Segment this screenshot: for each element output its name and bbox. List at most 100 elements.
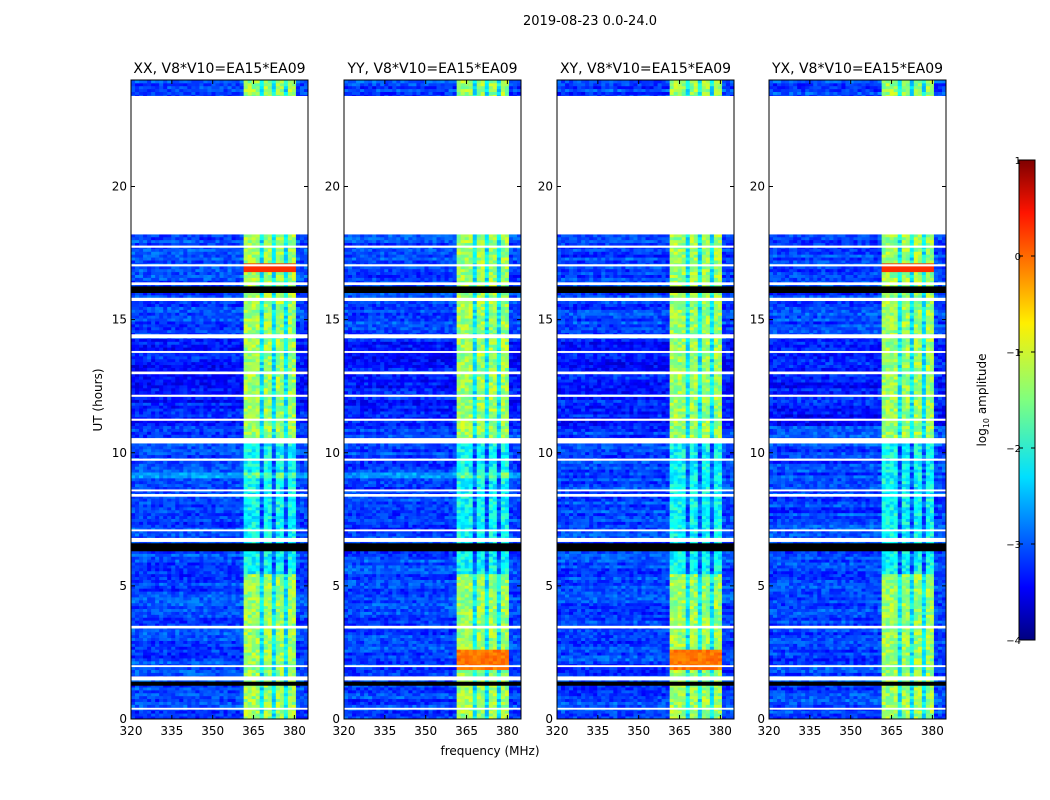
x-axis-label: frequency (MHz) bbox=[440, 744, 539, 758]
x-tick-label: 365 bbox=[455, 724, 478, 738]
x-tick-label: 380 bbox=[496, 724, 519, 738]
flagged-row bbox=[769, 543, 946, 552]
y-tick-label: 10 bbox=[538, 446, 553, 460]
missing-row bbox=[131, 334, 308, 339]
missing-row bbox=[131, 665, 308, 668]
missing-row bbox=[131, 625, 308, 629]
y-tick-label: 15 bbox=[750, 313, 765, 327]
missing-row bbox=[769, 676, 946, 681]
flagged-row bbox=[344, 543, 521, 552]
missing-row bbox=[557, 351, 734, 353]
missing-row bbox=[769, 537, 946, 542]
x-tick-label: 350 bbox=[201, 724, 224, 738]
colorbar-tick-label: −3 bbox=[1006, 540, 1021, 551]
heatmap-cells bbox=[769, 80, 946, 719]
colorbar-tick-label: 0 bbox=[1015, 252, 1021, 263]
x-tick-label: 335 bbox=[160, 724, 183, 738]
flagged-row bbox=[557, 286, 734, 293]
missing-row bbox=[557, 676, 734, 681]
missing-row bbox=[557, 625, 734, 629]
plot-frame bbox=[556, 79, 735, 720]
missing-row bbox=[131, 438, 308, 444]
missing-row bbox=[344, 665, 521, 668]
missing-row bbox=[557, 334, 734, 339]
missing-row bbox=[557, 494, 734, 497]
no-data-region bbox=[344, 95, 521, 235]
missing-row bbox=[769, 529, 946, 532]
missing-row bbox=[131, 297, 308, 301]
y-tick-label: 10 bbox=[325, 446, 340, 460]
missing-row bbox=[769, 334, 946, 339]
flagged-row bbox=[769, 286, 946, 293]
missing-row bbox=[769, 665, 946, 668]
missing-row bbox=[131, 489, 308, 492]
plot-frame bbox=[768, 79, 947, 720]
y-tick-label: 5 bbox=[757, 579, 765, 593]
y-tick-label: 5 bbox=[545, 579, 553, 593]
x-tick-label: 380 bbox=[709, 724, 732, 738]
missing-row bbox=[769, 264, 946, 267]
y-tick-label: 10 bbox=[112, 446, 127, 460]
missing-row bbox=[344, 676, 521, 681]
missing-row bbox=[557, 489, 734, 492]
colorbar-label-suffix: amplitude bbox=[975, 354, 989, 418]
y-tick-label: 10 bbox=[750, 446, 765, 460]
missing-row bbox=[769, 707, 946, 710]
panel-title: YX, V8*V10=EA15*EA09 bbox=[771, 61, 943, 77]
missing-row bbox=[344, 458, 521, 461]
missing-row bbox=[557, 282, 734, 286]
missing-row bbox=[131, 245, 308, 248]
missing-row bbox=[557, 418, 734, 421]
missing-row bbox=[131, 458, 308, 461]
colorbar-label: log10 amplitude bbox=[975, 354, 991, 447]
missing-row bbox=[344, 245, 521, 248]
missing-row bbox=[344, 334, 521, 339]
x-tick-label: 320 bbox=[758, 724, 781, 738]
colorbar-label-sub: 10 bbox=[982, 418, 991, 428]
missing-row bbox=[557, 529, 734, 532]
missing-row bbox=[131, 537, 308, 542]
no-data-region bbox=[769, 95, 946, 235]
missing-row bbox=[344, 371, 521, 375]
heatmap-cells bbox=[344, 80, 521, 719]
y-tick-label: 0 bbox=[757, 712, 765, 726]
missing-row bbox=[344, 394, 521, 397]
missing-row bbox=[131, 264, 308, 267]
colorbar-gradient bbox=[1018, 159, 1036, 641]
missing-row bbox=[557, 707, 734, 710]
missing-row bbox=[557, 438, 734, 444]
missing-row bbox=[769, 418, 946, 421]
x-tick-label: 380 bbox=[283, 724, 306, 738]
flagged-row bbox=[557, 543, 734, 552]
missing-row bbox=[344, 438, 521, 444]
flagged-row bbox=[344, 681, 521, 686]
missing-row bbox=[557, 371, 734, 375]
missing-row bbox=[769, 371, 946, 375]
x-tick-label: 350 bbox=[627, 724, 650, 738]
missing-row bbox=[769, 494, 946, 497]
panel-title: XY, V8*V10=EA15*EA09 bbox=[560, 61, 731, 77]
x-tick-label: 350 bbox=[839, 724, 862, 738]
x-tick-label: 335 bbox=[798, 724, 821, 738]
figure-suptitle: 2019-08-23 0.0-24.0 bbox=[0, 14, 1050, 29]
plot-frame bbox=[130, 79, 309, 720]
y-tick-label: 5 bbox=[332, 579, 340, 593]
missing-row bbox=[131, 676, 308, 681]
panel-3: YX, V8*V10=EA15*EA09 320 335 350 365 380 0 5 10 1… bbox=[750, 61, 947, 738]
missing-row bbox=[769, 625, 946, 629]
flagged-row bbox=[769, 681, 946, 686]
y-tick-label: 20 bbox=[538, 180, 553, 194]
y-tick-label: 15 bbox=[325, 313, 340, 327]
panel-1: YY, V8*V10=EA15*EA09 320 335 350 365 380 0 5 10 1… bbox=[325, 61, 522, 738]
flagged-row bbox=[557, 681, 734, 686]
missing-row bbox=[344, 489, 521, 492]
missing-row bbox=[557, 458, 734, 461]
missing-row bbox=[557, 245, 734, 248]
missing-row bbox=[344, 529, 521, 532]
missing-row bbox=[344, 264, 521, 267]
flagged-row bbox=[131, 286, 308, 293]
missing-row bbox=[131, 529, 308, 532]
missing-row bbox=[131, 351, 308, 353]
missing-row bbox=[557, 665, 734, 668]
